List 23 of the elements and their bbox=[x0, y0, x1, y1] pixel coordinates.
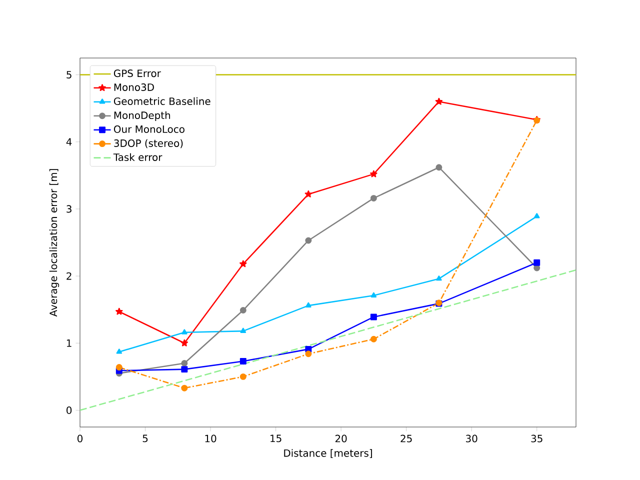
x-tick-label: 25 bbox=[400, 434, 412, 442]
legend-label: Our MonoLoco bbox=[114, 125, 184, 133]
x-tick-label: 15 bbox=[270, 434, 282, 442]
y-tick-label: 4 bbox=[66, 138, 72, 146]
x-tick-label: 35 bbox=[531, 434, 542, 442]
y-tick-label: 2 bbox=[66, 272, 72, 280]
x-tick-label: 5 bbox=[142, 434, 148, 442]
x-tick-label: 0 bbox=[77, 434, 83, 442]
y-tick-label: 0 bbox=[66, 406, 72, 414]
x-tick-label: 30 bbox=[466, 434, 478, 442]
legend-label: Geometric Baseline bbox=[114, 97, 210, 106]
x-tick-label: 10 bbox=[205, 434, 216, 442]
y-tick-label: 5 bbox=[66, 71, 72, 78]
legend-label: 3DOP (stereo) bbox=[114, 139, 183, 148]
y-axis-title: Average localization error [m] bbox=[49, 169, 60, 317]
legend-label: Mono3D bbox=[114, 83, 154, 91]
x-axis-title: Distance [meters] bbox=[284, 449, 372, 458]
legend-label: MonoDepth bbox=[114, 111, 170, 121]
legend-label: Task error bbox=[113, 153, 162, 162]
x-tick-label: 20 bbox=[335, 434, 347, 442]
y-tick-label: 1 bbox=[66, 340, 72, 347]
legend-label: GPS Error bbox=[114, 70, 161, 78]
y-tick-label: 3 bbox=[66, 205, 72, 213]
